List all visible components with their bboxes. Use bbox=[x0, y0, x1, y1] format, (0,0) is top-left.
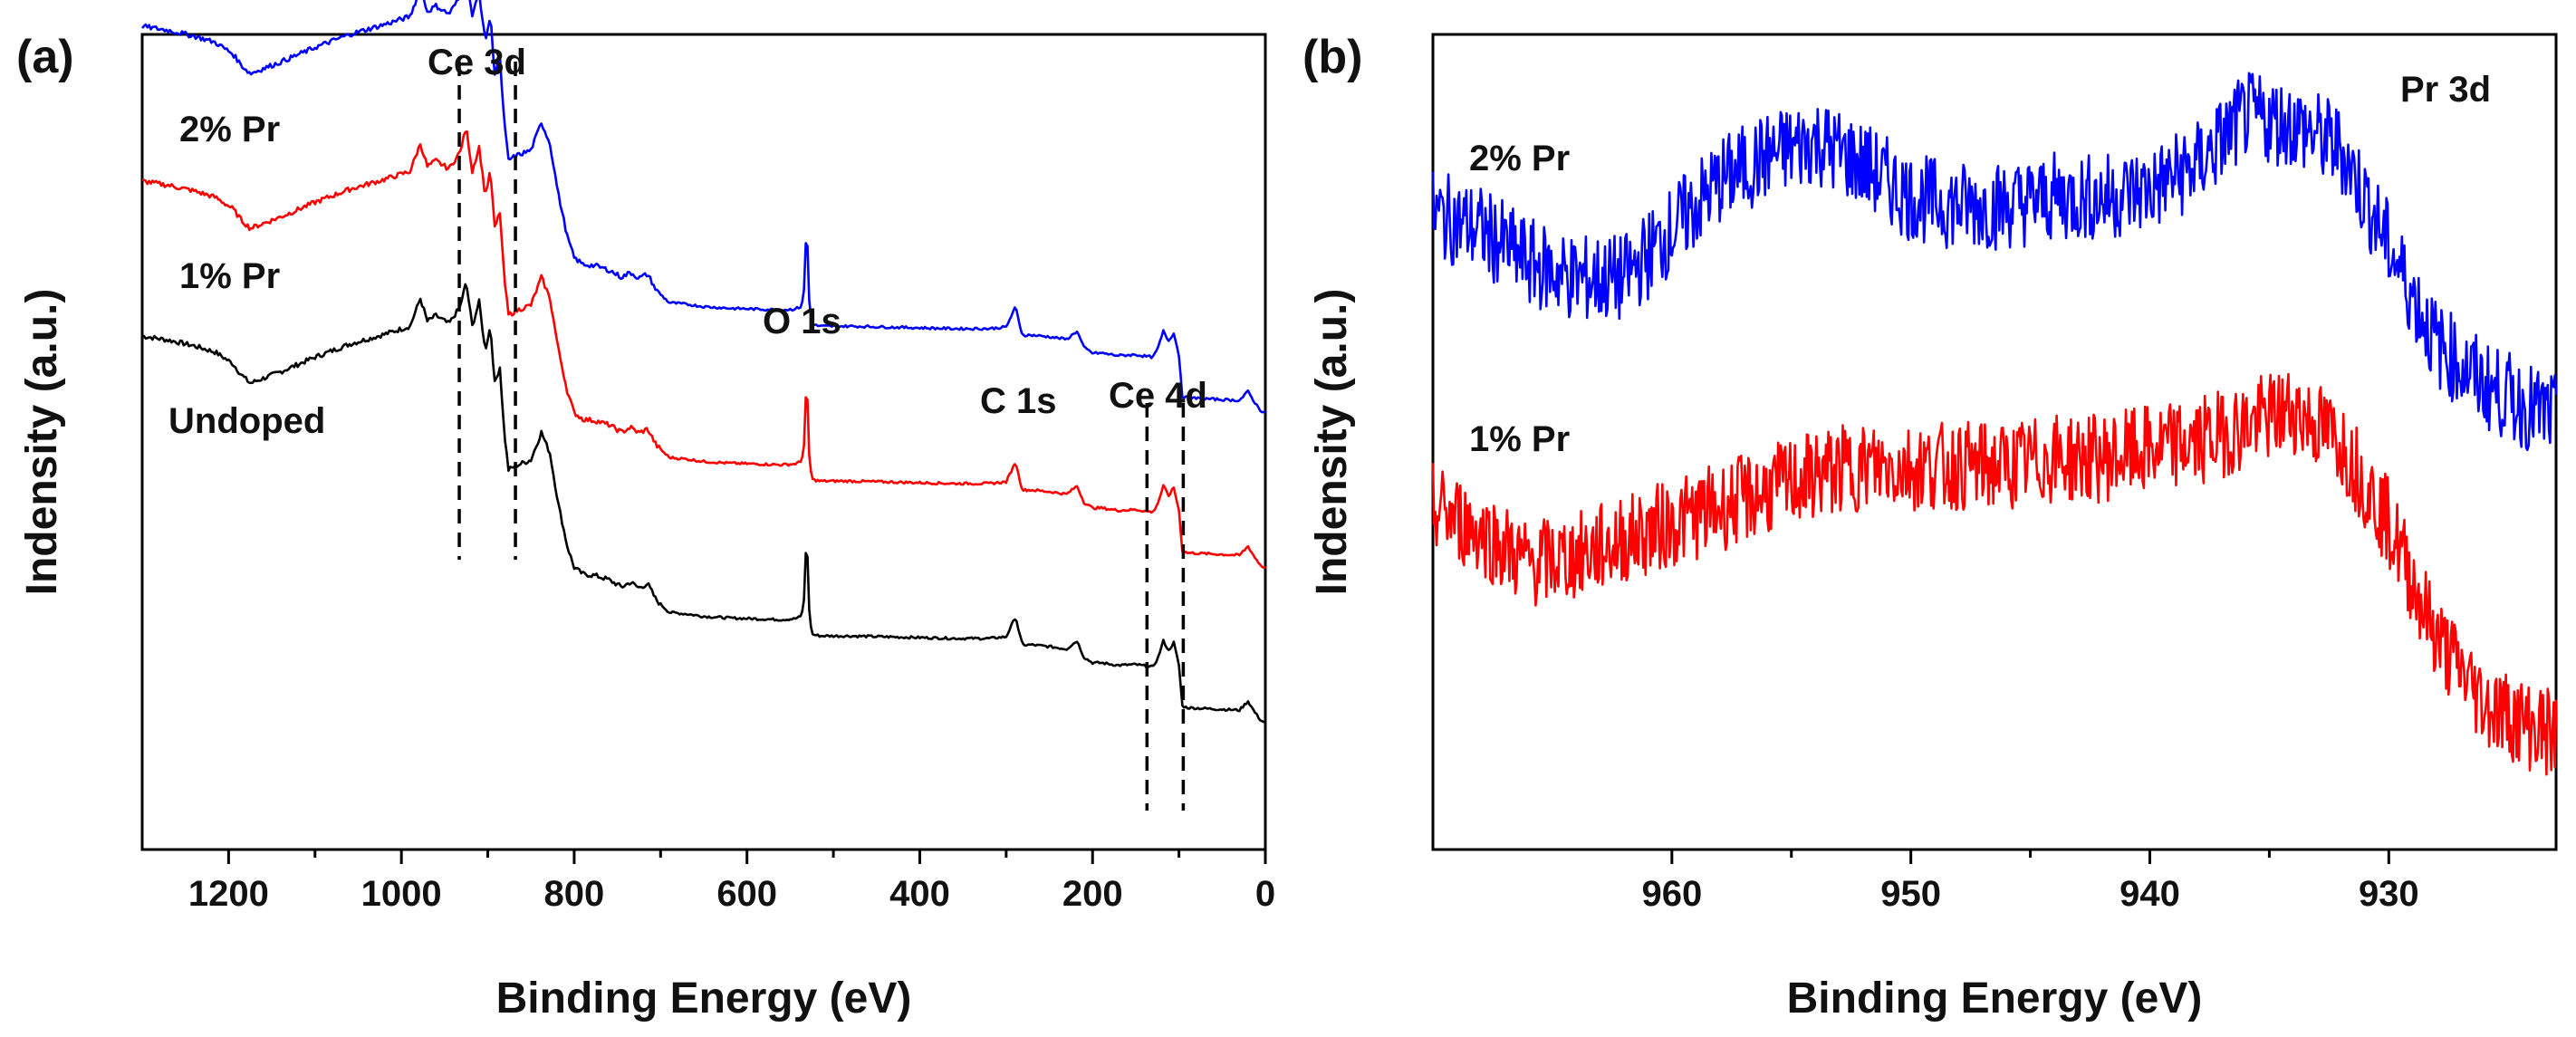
panel-a-series-undoped bbox=[141, 283, 1266, 724]
panel-b-plot-frame bbox=[1431, 33, 2558, 851]
panel-a-x-tick-label-1200: 1200 bbox=[188, 874, 269, 914]
panel-b-x-tick-label-950: 950 bbox=[1880, 874, 1941, 914]
panel-a-x-tick-label-200: 200 bbox=[1062, 874, 1123, 914]
annotation-ce-4d: Ce 4d bbox=[1109, 376, 1207, 416]
panel-a-x-tick-label-1000: 1000 bbox=[361, 874, 442, 914]
legend-label-2pct-pr-a: 2% Pr bbox=[179, 110, 280, 149]
panel-a-x-ticks: 1200 1000 800 600 400 200 0 bbox=[188, 850, 1275, 914]
panel-a-x-axis-label: Binding Energy (eV) bbox=[496, 975, 912, 1023]
panel-a-label: (a) bbox=[16, 31, 74, 83]
panel-b-label: (b) bbox=[1302, 31, 1362, 83]
panel-b: (b) 960 950 940 930 Pr 3d 2% Pr 1% Pr Bindi… bbox=[1302, 31, 2558, 1023]
panel-a-x-tick-label-600: 600 bbox=[716, 874, 777, 914]
legend-label-1pct-pr-a: 1% Pr bbox=[179, 256, 280, 296]
panel-a-x-tick-label-400: 400 bbox=[889, 874, 950, 914]
panel-b-y-axis-label: Indensity (a.u.) bbox=[1308, 289, 1356, 596]
panel-a-series-2pct-pr bbox=[140, 0, 1266, 414]
panel-a-x-tick-label-0: 0 bbox=[1255, 874, 1275, 914]
panel-b-series-group bbox=[1431, 72, 2558, 776]
panel-a: (a) 1200 1000 800 600 400 200 0 Ce 3d O 1s C 1… bbox=[16, 0, 1275, 1023]
legend-label-1pct-pr-b: 1% Pr bbox=[1469, 419, 1570, 459]
panel-a-y-axis-label: Indensity (a.u.) bbox=[18, 289, 66, 596]
panel-a-guide-lines bbox=[457, 62, 1186, 811]
panel-b-series-2pct-pr bbox=[1431, 72, 2558, 452]
annotation-o-1s: O 1s bbox=[763, 302, 841, 341]
panel-b-x-tick-label-940: 940 bbox=[2119, 874, 2180, 914]
annotation-ce-3d: Ce 3d bbox=[428, 43, 526, 82]
panel-b-x-ticks: 960 950 940 930 bbox=[1641, 850, 2419, 914]
annotation-c-1s: C 1s bbox=[980, 381, 1057, 421]
panel-b-x-tick-label-960: 960 bbox=[1641, 874, 1702, 914]
panel-b-title-pr-3d: Pr 3d bbox=[2400, 70, 2491, 110]
panel-b-series-1pct-pr bbox=[1431, 372, 2558, 776]
panel-a-plot-frame bbox=[140, 33, 1267, 851]
panel-a-series-group bbox=[140, 0, 1266, 724]
legend-label-2pct-pr-b: 2% Pr bbox=[1469, 139, 1570, 178]
panel-b-x-tick-label-930: 930 bbox=[2359, 874, 2419, 914]
panel-a-x-tick-label-800: 800 bbox=[544, 874, 605, 914]
panel-a-series-1pct-pr bbox=[141, 130, 1266, 570]
panel-b-x-axis-label: Binding Energy (eV) bbox=[1787, 975, 2203, 1023]
legend-label-undoped: Undoped bbox=[168, 401, 325, 441]
